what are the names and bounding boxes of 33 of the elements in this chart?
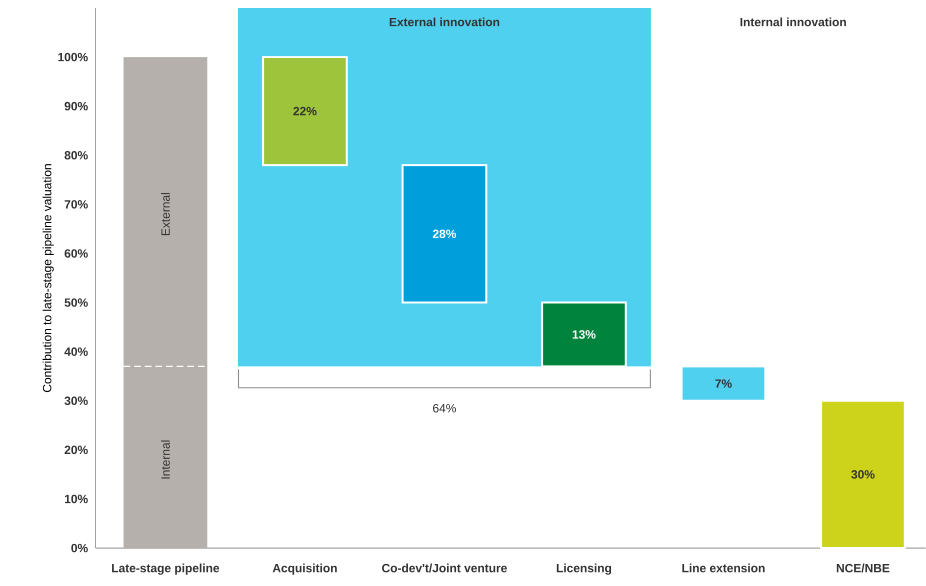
y-tick-label: 100% [58,52,88,62]
x-tick-label: Late-stage pipeline [112,564,220,575]
bar [541,302,627,368]
annotation: External innovation [390,18,500,26]
data-label: 30% [851,470,875,479]
annotation: 64% [433,404,456,413]
annotation: External [161,193,170,236]
y-tick-label: 80% [64,151,88,160]
x-tick-label: Licensing [556,564,612,575]
y-tick-label: 60% [64,249,88,258]
y-tick-label: 50% [64,298,88,307]
annotation: Internal innovation [740,18,846,26]
data-label: 22% [293,106,317,116]
y-tick-label: 70% [64,200,88,209]
bar [262,56,348,166]
y-tick-label: 90% [64,102,88,110]
y-tick-label: 30% [64,396,88,406]
data-label: 28% [432,230,456,238]
bar [820,400,906,550]
bar [402,164,488,304]
x-tick-label: NCE/NBE [836,564,890,572]
bar [680,365,766,402]
y-tick-label: 20% [64,446,88,454]
x-tick-label: Acquisition [272,564,337,575]
data-label: 7% [715,379,732,388]
annotation: Internal [161,440,170,479]
y-tick-label: 40% [64,347,88,356]
x-tick-label: Co-dev't/Joint venture [382,564,507,572]
y-axis-title: Contribution to late-stage pipeline valuation [42,164,54,392]
data-label: 13% [572,330,596,339]
y-tick-label: 0% [71,544,88,552]
y-tick-label: 10% [64,494,88,504]
x-tick-label: Line extension [682,564,765,572]
